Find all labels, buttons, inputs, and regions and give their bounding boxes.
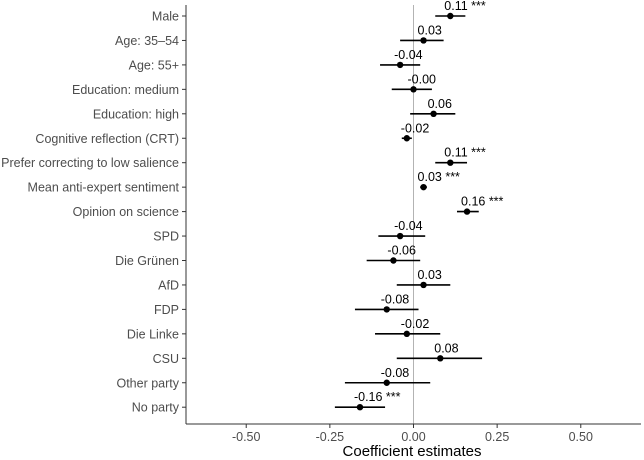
y-tick-label: Education: high	[93, 107, 179, 121]
data-label: -0.00	[408, 72, 437, 86]
y-tick-label: Age: 35–54	[115, 34, 179, 48]
x-tick-labels: -0.50 -0.25 0.00 0.25 0.50	[232, 430, 593, 444]
axis-layer	[182, 5, 641, 428]
point-estimate	[403, 330, 411, 338]
data-label: -0.02	[401, 317, 430, 331]
y-tick-label: Mean anti-expert sentiment	[28, 181, 180, 195]
x-tick-label: 0.25	[485, 430, 509, 444]
point-estimate	[356, 404, 364, 411]
x-tick-label: -0.25	[316, 430, 345, 444]
data-label: 0.16 ***	[461, 195, 504, 209]
x-tick-label: 0.50	[569, 430, 593, 444]
point-estimate	[390, 257, 397, 264]
point-estimate	[463, 208, 471, 215]
y-tick-label: Die Grünen	[115, 254, 179, 268]
point-estimate	[420, 37, 427, 44]
y-tick-label: SPD	[153, 230, 179, 244]
y-tick-label: CSU	[153, 352, 179, 366]
y-tick-label: Cognitive reflection (CRT)	[35, 132, 179, 146]
x-tick-label: -0.50	[232, 430, 261, 444]
data-label: -0.04	[394, 48, 423, 62]
point-estimate	[410, 86, 417, 93]
data-label: 0.03 ***	[418, 170, 461, 184]
data-label: -0.08	[381, 292, 410, 306]
y-tick-label: Prefer correcting to low salience	[1, 156, 179, 170]
data-label: 0.03	[418, 268, 442, 282]
data-label: -0.06	[387, 244, 416, 258]
data-label: 0.11 ***	[444, 146, 486, 160]
point-estimate	[383, 379, 390, 386]
data-label: 0.06	[428, 97, 452, 111]
y-tick-label: No party	[132, 401, 180, 415]
y-tick-label: Male	[152, 10, 179, 24]
data-label: 0.08	[434, 341, 458, 355]
y-tick-label: Education: medium	[72, 83, 179, 97]
point-estimate	[420, 183, 427, 191]
point-estimate	[437, 355, 444, 362]
data-label: -0.04	[394, 219, 423, 233]
data-labels: 0.11 ***0.03-0.04-0.000.06-0.020.11 ***0…	[354, 0, 504, 404]
data-label: 0.11 ***	[444, 0, 486, 13]
y-tick-label: FDP	[154, 303, 179, 317]
point-estimate	[403, 135, 411, 142]
x-axis-title: Coefficient estimates	[343, 443, 482, 460]
data-label: -0.08	[381, 366, 410, 380]
point-estimate	[396, 232, 404, 240]
x-tick-label: 0.00	[401, 430, 425, 444]
data-label: 0.03	[418, 23, 442, 37]
point-estimate	[383, 306, 390, 313]
y-tick-label: AfD	[158, 278, 179, 292]
y-tick-label: Other party	[116, 376, 179, 390]
y-tick-label: Opinion on science	[73, 205, 179, 219]
point-estimates	[356, 12, 471, 411]
point-estimate	[430, 110, 437, 118]
data-label: -0.02	[401, 121, 430, 135]
point-estimate	[447, 159, 454, 166]
data-label: -0.16 ***	[354, 390, 401, 404]
y-tick-label: Age: 55+	[129, 58, 179, 72]
point-estimate	[396, 61, 404, 69]
point-estimate	[447, 12, 454, 20]
point-estimate	[420, 281, 427, 289]
y-tick-labels: Male Age: 35–54 Age: 55+ Education: medium E…	[1, 10, 180, 415]
y-tick-label: Die Linke	[127, 327, 179, 341]
